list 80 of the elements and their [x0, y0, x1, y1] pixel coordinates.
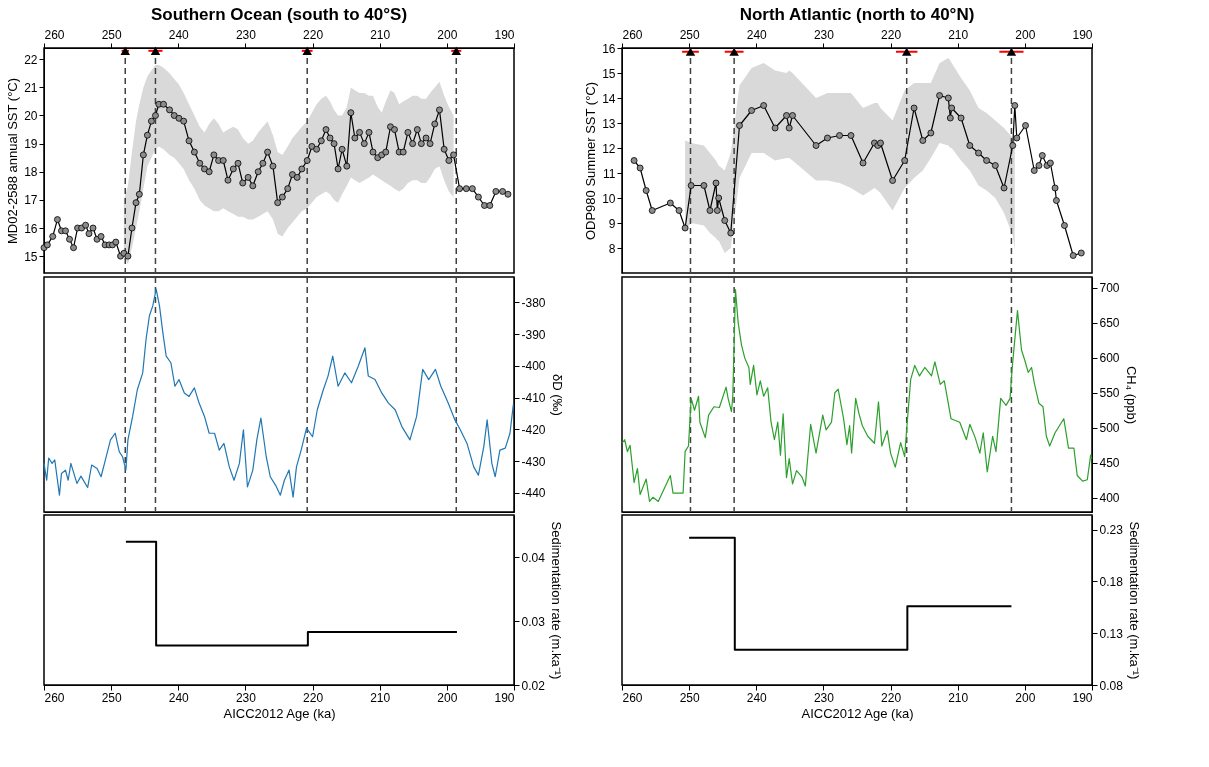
y-tick-label: 650 — [1099, 316, 1120, 331]
x-tick-label: 210 — [370, 27, 391, 42]
y-axis-title: MD02-2588 annual SST (°C) — [5, 77, 21, 245]
y-tick-label: 20 — [24, 109, 38, 123]
x-tick-label: 230 — [813, 690, 835, 705]
x-tick-label: 200 — [1015, 690, 1036, 705]
y-tick-label: 0.03 — [521, 614, 546, 629]
x-tick-label: 220 — [303, 27, 324, 42]
y-tick-label: 8 — [608, 241, 616, 256]
x-tick-label: 250 — [101, 27, 122, 42]
y-tick-label: 700 — [1099, 281, 1120, 296]
y-tick-label: 450 — [1099, 456, 1120, 471]
x-tick-label: 190 — [1072, 27, 1093, 42]
y-tick-label: 0.02 — [521, 678, 546, 693]
y-tick-label: 18 — [24, 165, 38, 180]
x-tick-label: 260 — [622, 690, 643, 705]
y-tick-label: -430 — [521, 454, 546, 469]
y-tick-label: 0.18 — [1099, 574, 1124, 589]
x-tick-label: 190 — [494, 690, 515, 705]
y-tick-label: 11 — [603, 166, 616, 181]
x-tick-label: 220 — [881, 690, 902, 705]
y-tick-label: 600 — [1099, 351, 1120, 366]
y-tick-label: 550 — [1099, 386, 1120, 401]
y-tick-label: 0.04 — [521, 550, 546, 565]
y-tick-label: 13 — [602, 116, 616, 131]
x-tick-label: 240 — [168, 690, 190, 705]
x-tick-label: 230 — [235, 690, 257, 705]
y-tick-label: 14 — [602, 91, 616, 106]
y-tick-label: -400 — [521, 359, 546, 374]
y-tick-label: 0.08 — [1099, 678, 1124, 693]
x-tick-label: 260 — [44, 690, 65, 705]
x-tick-label: 230 — [235, 27, 257, 42]
x-tick-label: 220 — [303, 690, 324, 705]
x-tick-label: 240 — [168, 27, 190, 42]
y-tick-label: 21 — [24, 80, 38, 95]
y-axis-title: Sedimentation rate (m.ka⁻¹) — [1126, 521, 1142, 680]
y-tick-label: 16 — [602, 41, 616, 56]
chart-title: North Atlantic (north to 40°N) — [739, 5, 975, 24]
y-tick-label: 400 — [1099, 491, 1120, 506]
y-tick-label: 17 — [24, 193, 38, 208]
y-tick-label: -410 — [521, 391, 546, 406]
x-tick-label: 230 — [813, 27, 835, 42]
y-tick-label: 22 — [24, 52, 38, 67]
y-axis-title: ODP980 Summer SST (°C) — [583, 81, 599, 241]
x-tick-label: 250 — [679, 690, 700, 705]
y-tick-label: -390 — [521, 327, 546, 342]
x-tick-label: 260 — [44, 27, 65, 42]
x-axis-title: AICC2012 Age (ka) — [801, 705, 914, 721]
x-tick-label: 220 — [881, 27, 902, 42]
y-tick-label: 12 — [602, 141, 616, 156]
y-tick-label: 500 — [1099, 421, 1120, 436]
x-tick-label: 210 — [948, 690, 969, 705]
y-tick-label: 15 — [24, 249, 38, 264]
x-tick-label: 200 — [437, 690, 458, 705]
x-tick-label: 210 — [948, 27, 969, 42]
y-tick-label: 0.23 — [1099, 523, 1124, 538]
x-tick-label: 240 — [746, 690, 768, 705]
y-tick-label: 19 — [24, 137, 38, 152]
y-axis-title: Sedimentation rate (m.ka⁻¹) — [548, 521, 564, 680]
y-axis-title: δD (‰) — [549, 374, 565, 416]
x-tick-label: 200 — [437, 27, 458, 42]
x-tick-label: 190 — [494, 27, 515, 42]
x-axis-title: AICC2012 Age (ka) — [223, 705, 336, 721]
y-tick-label: 10 — [602, 191, 616, 206]
x-tick-label: 250 — [101, 690, 122, 705]
x-tick-label: 210 — [370, 690, 391, 705]
x-tick-label: 200 — [1015, 27, 1036, 42]
y-tick-label: 0.13 — [1099, 626, 1124, 641]
y-tick-label: 16 — [24, 221, 38, 236]
x-tick-label: 250 — [679, 27, 700, 42]
chart-title: Southern Ocean (south to 40°S) — [150, 5, 408, 24]
y-tick-label: -380 — [521, 295, 546, 310]
x-tick-label: 240 — [746, 27, 768, 42]
y-tick-label: 15 — [602, 66, 616, 81]
x-tick-label: 260 — [622, 27, 643, 42]
y-axis-title: CH₄ (ppb) — [1123, 365, 1139, 425]
x-tick-label: 190 — [1072, 690, 1093, 705]
y-tick-label: -420 — [521, 422, 546, 437]
y-tick-label: 9 — [608, 216, 616, 231]
y-tick-label: -440 — [521, 486, 546, 501]
